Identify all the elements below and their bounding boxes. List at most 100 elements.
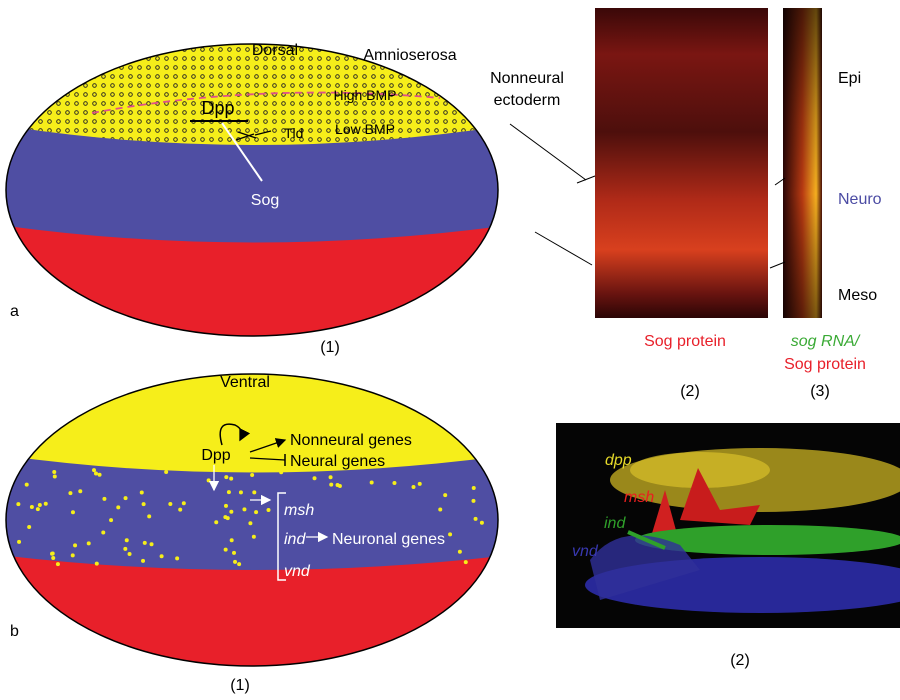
dot [71, 510, 75, 514]
dot [254, 510, 258, 514]
label: Sog [251, 192, 279, 209]
dot [474, 517, 478, 521]
label: (1) [320, 339, 340, 356]
dot [164, 470, 168, 474]
label: Sog protein [644, 333, 726, 350]
dot [73, 543, 77, 547]
label: msh [624, 489, 654, 506]
dot [123, 547, 127, 551]
label: ind [284, 531, 306, 548]
dot [101, 530, 105, 534]
dot [147, 514, 151, 518]
dot [182, 501, 186, 505]
dot [229, 510, 233, 514]
dot [140, 490, 144, 494]
dot [56, 562, 60, 566]
dot [143, 541, 147, 545]
dot [16, 502, 20, 506]
dot [229, 477, 233, 481]
label: sog RNA/ [791, 333, 861, 350]
dot [124, 496, 128, 500]
dot [51, 556, 55, 560]
dot [338, 484, 342, 488]
label: Epi [838, 70, 861, 87]
embryo-b [0, 370, 510, 670]
dot [370, 481, 374, 485]
dot [102, 497, 106, 501]
label: Tld [284, 125, 303, 141]
label: Sog protein [784, 356, 866, 373]
dot [443, 493, 447, 497]
dot [30, 505, 34, 509]
dot [472, 486, 476, 490]
dot [160, 554, 164, 558]
label: ind [604, 515, 626, 532]
dot [329, 483, 333, 487]
label: Low BMP [335, 121, 395, 137]
dot [458, 550, 462, 554]
dot [92, 468, 96, 472]
dot [471, 499, 475, 503]
dot [168, 502, 172, 506]
label: msh [284, 502, 314, 519]
label: Dpp [201, 98, 234, 118]
label: vnd [572, 543, 599, 560]
dot [94, 472, 98, 476]
panel-label: b [10, 623, 19, 640]
image-sog-protein [595, 8, 768, 318]
dot [125, 538, 129, 542]
dot [224, 548, 228, 552]
dot [141, 559, 145, 563]
label: dpp [605, 452, 632, 469]
dot [53, 474, 57, 478]
figure: Dorsal Amnioserosa Nonneural ectoderm Hi… [0, 0, 900, 695]
dot [50, 552, 54, 556]
dot [230, 538, 234, 542]
dot [232, 551, 236, 555]
dot [239, 490, 243, 494]
label: Nonneural [490, 70, 564, 87]
dot [237, 562, 241, 566]
dot [207, 478, 211, 482]
dot [224, 475, 228, 479]
dot [78, 489, 82, 493]
dot [109, 518, 113, 522]
label: High BMP [333, 87, 396, 103]
label: ectoderm [494, 92, 561, 109]
label: Neuro [838, 191, 882, 208]
label: (3) [810, 383, 830, 400]
dot [438, 507, 442, 511]
label: Dorsal [252, 42, 298, 59]
dot [52, 470, 56, 474]
label: (2) [680, 383, 700, 400]
dot [313, 476, 317, 480]
dot [329, 475, 333, 479]
dot [214, 520, 218, 524]
label: Neural genes [290, 453, 385, 470]
dot [87, 541, 91, 545]
dot [95, 562, 99, 566]
label: Meso [838, 287, 877, 304]
dot [98, 473, 102, 477]
label: Dpp [201, 447, 230, 464]
dot [175, 556, 179, 560]
dot [44, 502, 48, 506]
dot [150, 542, 154, 546]
label: vnd [284, 563, 311, 580]
dot [224, 504, 228, 508]
dot [252, 535, 256, 539]
label: Ventral [220, 374, 270, 391]
label: Neuronal genes [332, 531, 445, 548]
dot [242, 507, 246, 511]
dot [418, 482, 422, 486]
embryo-a [0, 40, 510, 340]
dot [267, 508, 271, 512]
dot [233, 560, 237, 564]
label: (1) [230, 677, 250, 694]
dot [128, 552, 132, 556]
dot [248, 521, 252, 525]
dot [227, 490, 231, 494]
dot [464, 560, 468, 564]
dot [480, 521, 484, 525]
dot [71, 553, 75, 557]
